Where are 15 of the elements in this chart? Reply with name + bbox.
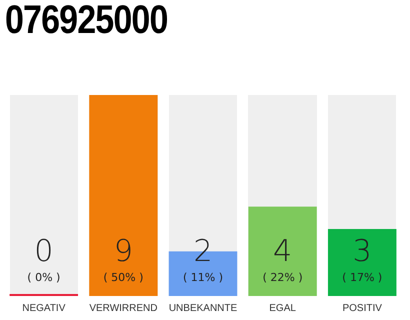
data-label: 3 (352, 234, 372, 269)
data-label: 0 (34, 234, 54, 269)
annotation: ( 17% ) (342, 270, 382, 284)
annotation: ( 50% ) (103, 270, 144, 284)
x-tick-label: POSITIV (342, 302, 382, 314)
x-tick-label: UNBEKANNTE (168, 302, 238, 314)
x-tick-label: NEGATIV (22, 302, 66, 314)
annotation: ( 22% ) (262, 270, 303, 284)
x-tick-label: VERWIRREND (89, 302, 158, 314)
data-label: 9 (114, 234, 133, 269)
x-tick-label: EGAL (269, 302, 296, 314)
data-label: 4 (273, 234, 292, 269)
chart-title: 076925000 (5, 0, 168, 43)
annotation: ( 11% ) (182, 270, 224, 284)
annotation: ( 0% ) (27, 270, 60, 284)
